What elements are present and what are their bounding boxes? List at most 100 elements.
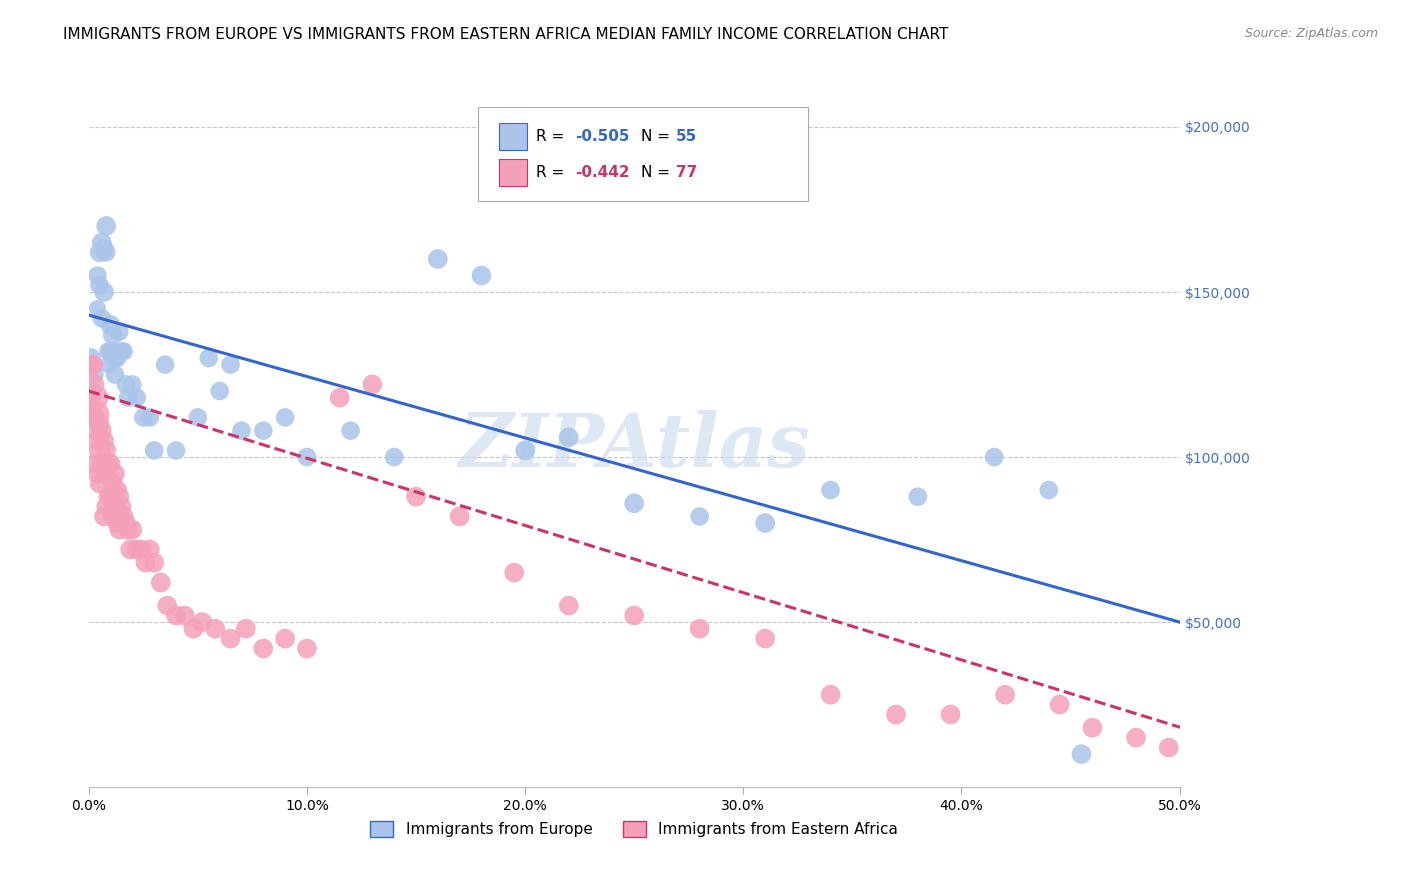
Point bbox=[426, 252, 449, 266]
Point bbox=[100, 457, 122, 471]
Point bbox=[470, 268, 492, 283]
Text: Source: ZipAtlas.com: Source: ZipAtlas.com bbox=[1244, 27, 1378, 40]
Point bbox=[84, 410, 107, 425]
Point bbox=[503, 566, 526, 580]
Point bbox=[1234, 764, 1257, 778]
Point bbox=[100, 490, 122, 504]
Point bbox=[86, 467, 108, 481]
Point bbox=[114, 377, 136, 392]
Point bbox=[108, 325, 131, 339]
Point bbox=[84, 457, 107, 471]
Point bbox=[405, 490, 427, 504]
Point bbox=[235, 622, 257, 636]
Point bbox=[1049, 698, 1071, 712]
Point bbox=[295, 450, 318, 464]
Text: N =: N = bbox=[641, 129, 675, 144]
Point bbox=[90, 235, 112, 250]
Point bbox=[754, 516, 776, 530]
Point bbox=[173, 608, 195, 623]
Point bbox=[689, 622, 711, 636]
Point bbox=[558, 430, 581, 444]
Point bbox=[101, 327, 124, 342]
Point bbox=[339, 424, 361, 438]
Point bbox=[105, 483, 128, 497]
Point bbox=[143, 443, 166, 458]
Point bbox=[80, 351, 103, 365]
Text: IMMIGRANTS FROM EUROPE VS IMMIGRANTS FROM EASTERN AFRICA MEDIAN FAMILY INCOME CO: IMMIGRANTS FROM EUROPE VS IMMIGRANTS FRO… bbox=[63, 27, 949, 42]
Point bbox=[143, 556, 166, 570]
Point bbox=[252, 641, 274, 656]
Point bbox=[1191, 754, 1213, 768]
Point bbox=[89, 245, 111, 260]
Text: 55: 55 bbox=[676, 129, 697, 144]
Point bbox=[86, 407, 108, 421]
Point bbox=[89, 476, 111, 491]
Text: N =: N = bbox=[641, 165, 675, 179]
Point bbox=[623, 608, 645, 623]
Point bbox=[208, 384, 231, 398]
Point bbox=[82, 358, 104, 372]
Point bbox=[90, 424, 112, 438]
Point bbox=[125, 391, 148, 405]
Point bbox=[101, 509, 124, 524]
Point bbox=[80, 391, 103, 405]
Point bbox=[96, 443, 118, 458]
Point bbox=[204, 622, 226, 636]
Point bbox=[754, 632, 776, 646]
Point bbox=[820, 688, 842, 702]
Point bbox=[820, 483, 842, 497]
Point bbox=[108, 523, 131, 537]
Point bbox=[134, 556, 156, 570]
Point bbox=[89, 443, 111, 458]
Point bbox=[104, 500, 127, 514]
Point bbox=[80, 358, 103, 372]
Point bbox=[274, 632, 297, 646]
Point bbox=[97, 457, 120, 471]
Point bbox=[121, 523, 143, 537]
Text: R =: R = bbox=[536, 165, 569, 179]
Point bbox=[86, 434, 108, 448]
Point bbox=[89, 278, 111, 293]
Point bbox=[100, 318, 122, 332]
Point bbox=[939, 707, 962, 722]
Point bbox=[149, 575, 172, 590]
Point bbox=[139, 542, 162, 557]
Point bbox=[231, 424, 253, 438]
Point bbox=[1070, 747, 1092, 761]
Point bbox=[513, 443, 536, 458]
Point bbox=[82, 377, 104, 392]
Point bbox=[329, 391, 352, 405]
Point bbox=[97, 344, 120, 359]
Point bbox=[110, 500, 132, 514]
Point bbox=[90, 457, 112, 471]
Point bbox=[104, 368, 127, 382]
Point bbox=[110, 344, 132, 359]
Point bbox=[295, 641, 318, 656]
Point bbox=[139, 410, 162, 425]
Point bbox=[97, 358, 120, 372]
Text: R =: R = bbox=[536, 129, 569, 144]
Point bbox=[558, 599, 581, 613]
Point bbox=[449, 509, 471, 524]
Point bbox=[623, 496, 645, 510]
Point bbox=[191, 615, 214, 629]
Point bbox=[165, 608, 187, 623]
Text: -0.505: -0.505 bbox=[575, 129, 630, 144]
Point bbox=[104, 467, 127, 481]
Point bbox=[93, 509, 115, 524]
Point bbox=[90, 311, 112, 326]
Text: 77: 77 bbox=[676, 165, 697, 179]
Point bbox=[132, 410, 155, 425]
Point bbox=[101, 476, 124, 491]
Point bbox=[93, 467, 115, 481]
Point bbox=[108, 490, 131, 504]
Point bbox=[84, 368, 107, 382]
Point bbox=[96, 467, 118, 481]
Legend: Immigrants from Europe, Immigrants from Eastern Africa: Immigrants from Europe, Immigrants from … bbox=[364, 815, 904, 843]
Point bbox=[82, 410, 104, 425]
Point bbox=[105, 516, 128, 530]
Point bbox=[156, 599, 179, 613]
Point bbox=[1157, 740, 1180, 755]
Point bbox=[183, 622, 205, 636]
Point bbox=[96, 500, 118, 514]
